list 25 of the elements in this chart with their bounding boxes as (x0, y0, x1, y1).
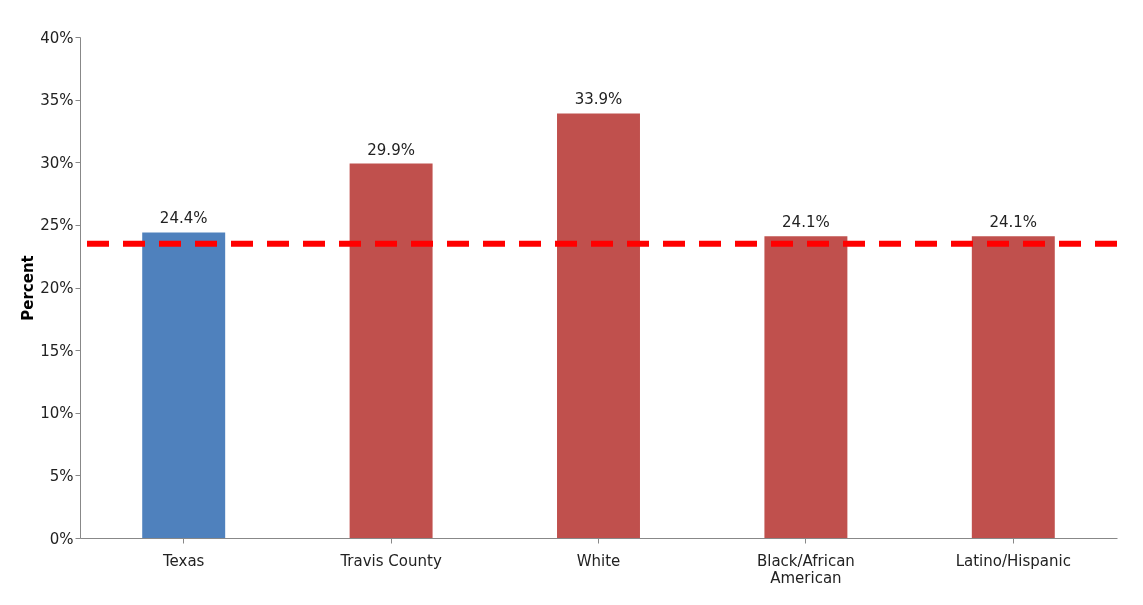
y-tick-label: 0% (49, 529, 74, 548)
data-label: 29.9% (367, 140, 415, 159)
y-tick-label: 15% (40, 341, 74, 360)
data-label: 33.9% (574, 90, 623, 109)
x-tick-label: Latino/Hispanic (955, 551, 1071, 570)
x-tick-label: Travis County (339, 551, 442, 570)
y-tick-label: 30% (40, 153, 74, 172)
y-tick-label: 35% (40, 91, 74, 110)
y-axis-title: Percent (19, 255, 38, 321)
y-tick-label: 5% (49, 466, 74, 485)
y-tick-label: 20% (40, 279, 74, 297)
data-label: 24.1% (782, 213, 830, 232)
y-tick-label: 40% (40, 28, 74, 47)
bar (142, 232, 226, 538)
bar (764, 236, 848, 538)
x-tick-label: Black/African American (756, 551, 855, 587)
x-tick-label: White (576, 551, 621, 570)
y-tick-label: 10% (40, 404, 74, 423)
data-label: 24.4% (159, 209, 208, 228)
data-label: 24.1% (989, 213, 1038, 232)
bar (557, 113, 640, 538)
bar (971, 236, 1055, 538)
bar (349, 163, 433, 538)
y-tick-label: 25% (40, 216, 74, 235)
x-tick-label: Texas (161, 551, 205, 570)
